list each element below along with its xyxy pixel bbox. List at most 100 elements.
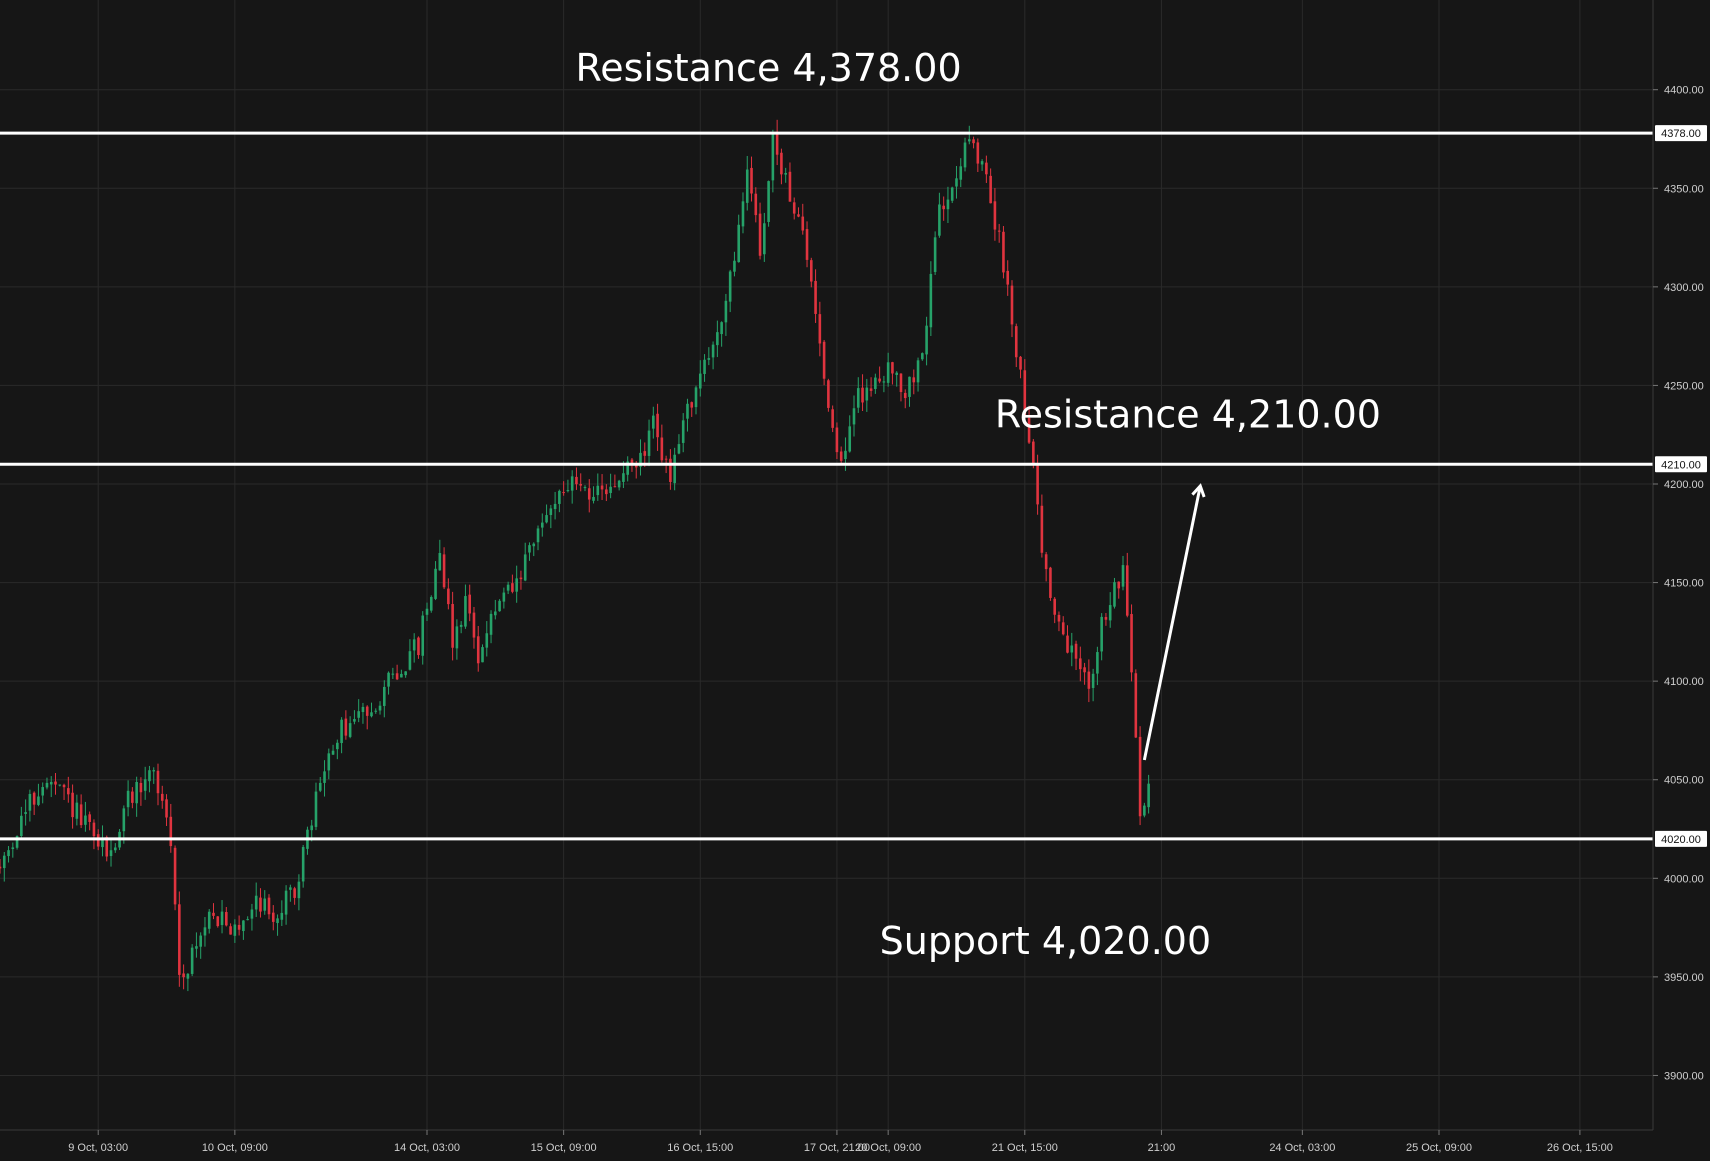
candle-body: [677, 444, 681, 454]
candle-body: [810, 260, 813, 282]
candle-body: [967, 139, 971, 142]
level-annotation: Resistance 4,378.00: [576, 46, 962, 90]
candle-body: [1032, 441, 1035, 464]
candle-body: [771, 133, 775, 181]
candle-body: [814, 280, 817, 314]
candle-body: [271, 912, 275, 922]
candle-body: [280, 912, 284, 920]
candle-body: [558, 490, 561, 504]
candle-body: [468, 594, 471, 614]
candle-body: [976, 142, 980, 164]
x-tick-label: 24 Oct, 03:00: [1269, 1142, 1335, 1154]
candle-body: [652, 415, 655, 429]
candle-body: [101, 837, 104, 848]
candle-body: [592, 496, 595, 501]
candle-body: [336, 742, 339, 750]
candle-body: [562, 492, 565, 494]
y-tick-label: 3950.00: [1664, 972, 1704, 984]
candle-body: [348, 723, 352, 737]
candle-body: [459, 624, 463, 627]
candle-body: [532, 543, 536, 547]
candle-body: [660, 437, 664, 461]
candle-body: [169, 816, 173, 847]
candle-body: [656, 413, 659, 438]
candle-body: [861, 387, 864, 403]
candle-body: [643, 451, 647, 456]
candle-body: [1002, 231, 1005, 273]
candle-body: [1091, 673, 1095, 688]
candle-body: [408, 651, 412, 670]
candle-body: [370, 712, 373, 717]
candle-body: [622, 473, 625, 482]
candle-body: [237, 924, 241, 930]
candle-body: [698, 373, 702, 389]
candle-body: [750, 167, 753, 194]
y-tick-label: 3900.00: [1664, 1070, 1704, 1082]
candle-body: [32, 792, 36, 805]
candle-body: [946, 199, 950, 210]
candle-body: [314, 791, 318, 827]
candle-body: [165, 799, 168, 818]
candle-body: [540, 522, 544, 528]
candle-body: [62, 784, 66, 788]
candle-body: [600, 485, 604, 490]
y-tick-label: 4350.00: [1664, 183, 1704, 195]
candle-body: [276, 918, 279, 924]
candle-body: [0, 866, 2, 869]
candle-body: [921, 353, 924, 360]
candle-body: [451, 603, 454, 648]
time-axis[interactable]: 9 Oct, 03:00 10 Oct, 09:00 14 Oct, 03:00 15…: [68, 1130, 1613, 1154]
candle-body: [758, 213, 762, 256]
candle-body: [1014, 326, 1018, 358]
candle-body: [84, 815, 87, 825]
candle-body: [400, 673, 403, 678]
candle-body: [1010, 285, 1014, 325]
candle-body: [421, 615, 425, 656]
candle-body: [297, 881, 301, 899]
candle-body: [669, 458, 672, 482]
candle-body: [67, 788, 70, 795]
candle-body: [575, 476, 578, 485]
candle-body: [724, 300, 728, 323]
candle-body: [895, 372, 898, 375]
candle-body: [11, 847, 15, 850]
candle-body: [173, 847, 177, 905]
candle-body: [327, 753, 331, 771]
candle-body: [438, 553, 442, 571]
candle-body: [997, 230, 1001, 232]
price-axis[interactable]: 4400.00 4350.00 4300.00 4250.00 4200.00 4150.…: [1653, 85, 1707, 1083]
candle-body: [178, 904, 181, 975]
candle-body: [233, 924, 237, 936]
level-price-tag: [1655, 456, 1707, 473]
candle-body: [481, 647, 484, 663]
candle-body: [536, 528, 540, 543]
candle-body: [1143, 805, 1146, 816]
candle-body: [797, 214, 800, 217]
candle-body: [673, 454, 676, 484]
candle-body: [566, 490, 570, 492]
candle-body: [498, 600, 501, 612]
y-tick-label: 4100.00: [1664, 676, 1704, 688]
candle-body: [318, 782, 322, 791]
candle-body: [912, 377, 916, 383]
candle-body: [1019, 356, 1022, 370]
candle-body: [190, 947, 194, 974]
candle-body: [139, 782, 143, 793]
candle-body: [182, 973, 185, 978]
candle-body: [1083, 667, 1086, 673]
x-tick-label: 20 Oct, 09:00: [855, 1142, 921, 1154]
candle-body: [331, 750, 335, 755]
candle-body: [869, 388, 873, 391]
candle-body: [856, 388, 860, 408]
candle-body: [1125, 565, 1129, 616]
candle-body: [1134, 673, 1138, 738]
candle-body: [75, 802, 79, 819]
candle-body: [126, 790, 130, 808]
candle-body: [1113, 582, 1116, 607]
x-tick-label: 15 Oct, 09:00: [531, 1142, 597, 1154]
candle-body: [404, 671, 407, 676]
candle-body: [7, 850, 10, 857]
candle-body: [92, 822, 96, 837]
x-tick-label: 14 Oct, 03:00: [394, 1142, 460, 1154]
